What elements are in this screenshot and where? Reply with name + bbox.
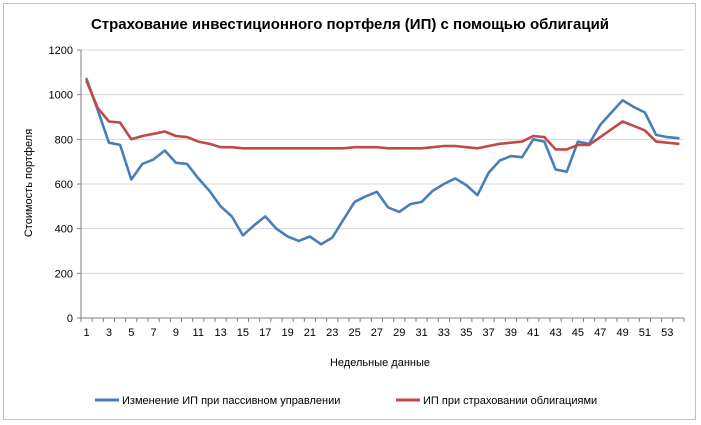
x-tick-label: 29 [393,327,405,339]
x-tick-label: 5 [128,327,134,339]
series-lines [85,77,680,246]
x-tick-label: 43 [549,327,561,339]
x-tick-label: 3 [106,327,112,339]
chart-title: Страхование инвестиционного портфеля (ИП… [91,16,609,33]
x-tick-label: 1 [84,327,90,339]
x-tick-label: 41 [527,327,539,339]
x-tick-label: 39 [505,327,517,339]
x-tick-label: 19 [281,327,293,339]
x-tick-label: 9 [173,327,179,339]
x-tick-label: 47 [594,327,606,339]
legend-label-series-1: Изменение ИП при пассивном управлении [122,395,340,407]
x-tick-label: 31 [415,327,427,339]
x-tick-label: 15 [237,327,249,339]
x-tick-label: 13 [214,327,226,339]
x-axis-ticks: 1 3 5 7 9 11 13 15 17 19 21 23 25 27 29 31 33 35 37 39 41 43 4… [80,317,685,339]
x-tick-label: 49 [616,327,628,339]
x-tick-label: 33 [438,327,450,339]
x-axis-label: Недельные данные [330,357,430,369]
y-tick-label: 1200 [49,45,73,57]
y-tick-label: 0 [67,313,73,325]
x-tick-label: 37 [482,327,494,339]
x-tick-label: 17 [259,327,271,339]
grid-lines [81,49,684,274]
y-tick-label: 400 [55,224,73,236]
x-tick-label: 53 [661,327,673,339]
x-tick-label: 51 [639,327,651,339]
x-tick-label: 45 [572,327,584,339]
y-axis-label: Стоимость портфеля [23,129,35,237]
x-tick-label: 23 [326,327,338,339]
x-tick-label: 7 [151,327,157,339]
y-axis-ticks: 0 200 400 600 800 1000 1200 [49,45,82,325]
x-tick-label: 25 [348,327,360,339]
y-tick-label: 600 [55,179,73,191]
legend-label-series-2: ИП при страховании облигациями [423,395,597,407]
series-line-2 [85,80,680,151]
x-tick-label: 27 [371,327,383,339]
y-tick-label: 800 [55,134,73,146]
legend: Изменение ИП при пассивном управлении ИП… [95,395,597,407]
x-tick-label: 35 [460,327,472,339]
series-line-1 [85,77,680,246]
x-tick-label: 11 [193,327,204,339]
y-tick-label: 200 [55,268,73,280]
y-tick-label: 1000 [49,90,73,102]
x-tick-label: 21 [304,327,316,339]
